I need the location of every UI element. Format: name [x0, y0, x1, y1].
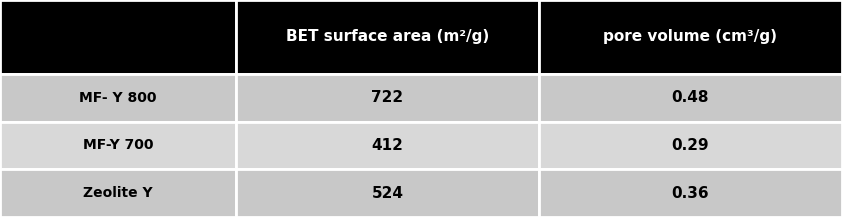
- Text: Zeolite Y: Zeolite Y: [83, 186, 152, 200]
- Bar: [539, 122, 842, 169]
- Bar: [539, 74, 842, 122]
- Text: BET surface area (m²/g): BET surface area (m²/g): [285, 29, 489, 44]
- Bar: [236, 122, 539, 169]
- Bar: [236, 74, 539, 122]
- Text: 524: 524: [371, 186, 403, 201]
- Bar: [0, 169, 236, 217]
- Text: MF-Y 700: MF-Y 700: [83, 138, 153, 152]
- Text: 412: 412: [371, 138, 403, 153]
- Bar: [0, 74, 236, 122]
- Bar: [539, 169, 842, 217]
- Text: 0.29: 0.29: [672, 138, 709, 153]
- Text: 0.48: 0.48: [672, 90, 709, 105]
- Text: pore volume (cm³/g): pore volume (cm³/g): [604, 29, 777, 44]
- Bar: [236, 0, 539, 74]
- Bar: [539, 0, 842, 74]
- Bar: [236, 169, 539, 217]
- Text: 0.36: 0.36: [672, 186, 709, 201]
- Text: MF- Y 800: MF- Y 800: [79, 91, 157, 105]
- Text: 722: 722: [371, 90, 403, 105]
- Bar: [0, 0, 236, 74]
- Bar: [0, 122, 236, 169]
